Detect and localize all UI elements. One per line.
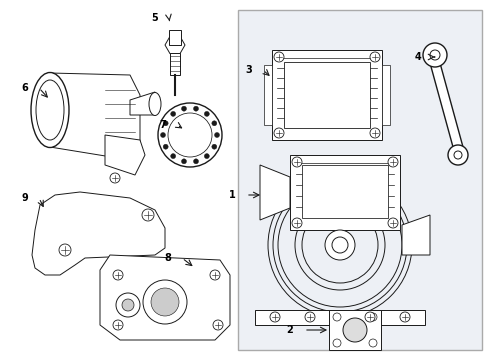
Bar <box>238 10 482 350</box>
Circle shape <box>181 106 187 111</box>
Circle shape <box>151 288 179 316</box>
Circle shape <box>365 312 375 322</box>
Ellipse shape <box>31 72 69 148</box>
Circle shape <box>161 132 166 138</box>
Circle shape <box>430 50 440 60</box>
Circle shape <box>325 230 355 260</box>
Text: 4: 4 <box>415 52 421 62</box>
Circle shape <box>270 312 280 322</box>
Ellipse shape <box>36 80 64 140</box>
Circle shape <box>204 154 209 159</box>
Text: 9: 9 <box>22 193 28 203</box>
Circle shape <box>370 128 380 138</box>
Circle shape <box>215 132 220 138</box>
Circle shape <box>332 237 348 253</box>
Circle shape <box>194 159 198 164</box>
Bar <box>169 30 181 45</box>
Bar <box>329 310 381 350</box>
Bar <box>290 155 400 230</box>
Circle shape <box>122 299 134 311</box>
Circle shape <box>113 320 123 330</box>
Circle shape <box>305 312 315 322</box>
Polygon shape <box>260 165 290 220</box>
Circle shape <box>292 218 302 228</box>
Circle shape <box>213 320 223 330</box>
Circle shape <box>194 106 198 111</box>
Circle shape <box>343 318 367 342</box>
Circle shape <box>333 339 341 347</box>
Circle shape <box>274 128 284 138</box>
Ellipse shape <box>149 93 161 116</box>
Text: 8: 8 <box>165 253 172 263</box>
Circle shape <box>333 313 341 321</box>
Text: 7: 7 <box>160 120 167 130</box>
Circle shape <box>110 173 120 183</box>
Text: 6: 6 <box>22 83 28 93</box>
Circle shape <box>143 280 187 324</box>
Circle shape <box>163 121 168 126</box>
Circle shape <box>163 144 168 149</box>
Circle shape <box>400 312 410 322</box>
Bar <box>264 65 272 125</box>
Polygon shape <box>105 135 145 175</box>
Circle shape <box>454 151 462 159</box>
Text: 2: 2 <box>287 325 294 335</box>
Circle shape <box>423 43 447 67</box>
Polygon shape <box>50 73 140 160</box>
Circle shape <box>274 52 284 62</box>
Bar <box>284 62 370 128</box>
Polygon shape <box>402 215 430 255</box>
Polygon shape <box>430 63 463 147</box>
Circle shape <box>370 52 380 62</box>
Polygon shape <box>32 192 165 275</box>
Circle shape <box>369 339 377 347</box>
Bar <box>170 53 180 75</box>
Circle shape <box>212 144 217 149</box>
Circle shape <box>113 270 123 280</box>
Circle shape <box>204 111 209 116</box>
Circle shape <box>388 157 398 167</box>
Circle shape <box>212 121 217 126</box>
Text: 5: 5 <box>151 13 158 23</box>
Circle shape <box>59 244 71 256</box>
Circle shape <box>448 145 468 165</box>
Circle shape <box>369 313 377 321</box>
Text: 1: 1 <box>229 190 235 200</box>
Circle shape <box>292 157 302 167</box>
Polygon shape <box>130 92 155 115</box>
Circle shape <box>116 293 140 317</box>
Circle shape <box>181 159 187 164</box>
Bar <box>302 165 388 218</box>
Polygon shape <box>255 310 425 325</box>
Circle shape <box>171 111 176 116</box>
Polygon shape <box>100 255 230 340</box>
Bar <box>272 50 382 140</box>
Circle shape <box>210 270 220 280</box>
Circle shape <box>388 218 398 228</box>
Text: 3: 3 <box>245 65 252 75</box>
Circle shape <box>171 154 176 159</box>
Circle shape <box>142 209 154 221</box>
Bar <box>382 65 390 125</box>
